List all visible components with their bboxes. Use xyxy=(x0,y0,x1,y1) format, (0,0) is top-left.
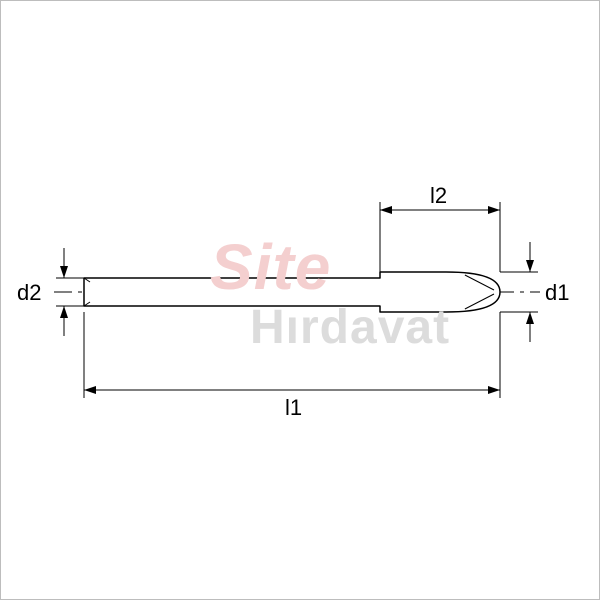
dim-label-l2: l2 xyxy=(430,183,447,209)
diagram-canvas: Site Hırdavat l1 l2 d1 d2 xyxy=(0,0,600,600)
dim-label-l1: l1 xyxy=(285,395,302,421)
tool-outline xyxy=(84,272,500,312)
technical-drawing xyxy=(0,0,600,600)
dim-label-d1: d1 xyxy=(545,280,569,306)
dim-label-d2: d2 xyxy=(17,280,41,306)
